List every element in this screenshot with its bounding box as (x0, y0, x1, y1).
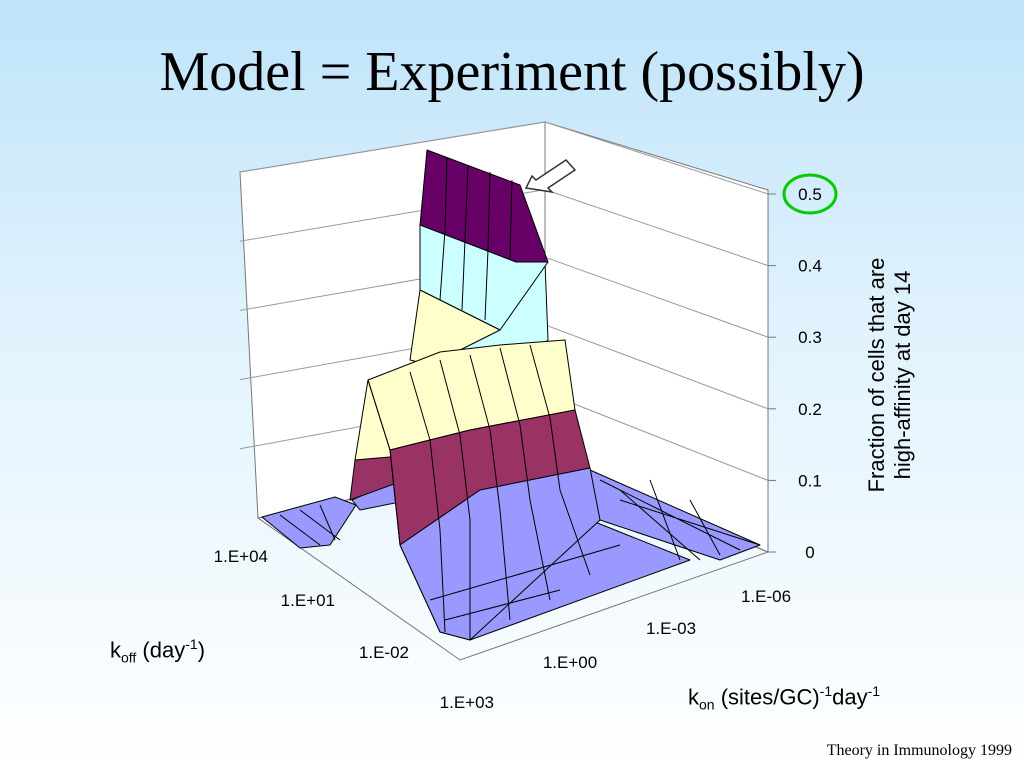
surface-mesh (279, 157, 761, 640)
z-axis-label-line1: Fraction of cells that are (864, 257, 889, 493)
slide-title: Model = Experiment (possibly) (159, 41, 865, 103)
z-axis-label-line2: high-affinity at day 14 (890, 270, 915, 480)
kon-tick-2: 1.E-03 (646, 619, 696, 638)
koff-tick-3: 1.E-02 (359, 643, 409, 662)
koff-tick-2: 1.E+01 (281, 591, 335, 610)
kon-label-unit2: day (832, 684, 868, 710)
highlight-circle (782, 173, 838, 215)
gridline-right-3 (544, 256, 769, 338)
source-citation: Theory in Immunology 1999 (826, 742, 1012, 759)
koff-label-sub: off (121, 649, 137, 666)
koff-tick-4: 1.E+03 (440, 693, 494, 712)
koff-label-sup: -1 (185, 636, 198, 652)
gridline-right-4 (544, 189, 769, 267)
gridline-right-1 (544, 391, 769, 481)
z-tick-2: 0.2 (798, 400, 822, 419)
kon-axis-label: kon (sites/GC)-1day-1 (688, 683, 880, 713)
kon-tick-1: 1.E+00 (543, 653, 597, 672)
kon-label-unit1: (sites/GC) (714, 684, 820, 710)
koff-label-close: ) (197, 637, 206, 663)
koff-tick-1: 1.E+04 (214, 547, 268, 566)
kon-tick-3: 1.E-06 (741, 587, 791, 606)
gridline-right-2 (544, 324, 769, 410)
peak-cyan-band (419, 224, 549, 331)
ridge-front-blue (399, 467, 601, 641)
koff-axis-label: koff (day-1) (110, 636, 205, 666)
kon-label-sup2: -1 (867, 683, 881, 699)
z-axis-ticks: 0 0.1 0.2 0.3 0.4 0.5 (768, 185, 822, 562)
gridline-left-5 (239, 121, 546, 173)
kon-label-sub: on (699, 696, 715, 713)
z-axis-label: Fraction of cells that are high-affinity… (864, 215, 916, 535)
koff-label-unit: (day (136, 637, 186, 663)
gridline-right-5 (544, 121, 769, 195)
kon-label-sup1: -1 (819, 683, 833, 699)
kon-label-main: k (688, 684, 699, 710)
z-tick-3: 0.3 (798, 328, 822, 347)
z-tick-5: 0.5 (798, 185, 822, 204)
surface (261, 149, 761, 641)
z-tick-1: 0.1 (798, 471, 822, 490)
koff-label-main: k (110, 637, 121, 663)
z-tick-0: 0 (805, 543, 814, 562)
z-tick-4: 0.4 (798, 257, 822, 276)
peak-arrow-icon (524, 159, 577, 194)
